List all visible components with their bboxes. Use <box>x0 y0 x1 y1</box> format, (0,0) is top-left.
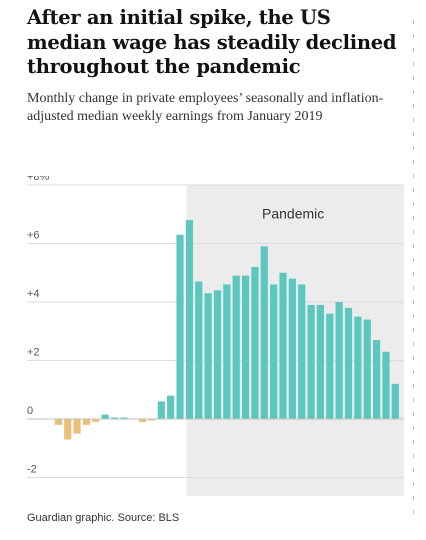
y-tick-label: -2 <box>27 464 37 476</box>
chart-subtitle: Monthly change in private employees’ sea… <box>27 91 384 124</box>
bar <box>270 284 278 419</box>
chart-plot: +8%+6+4+20-2Pandemic2019202020212022 <box>27 176 404 496</box>
bar <box>110 417 119 419</box>
bar <box>251 266 259 419</box>
bar <box>316 304 325 419</box>
bar <box>139 419 147 422</box>
pandemic-label: Pandemic <box>262 205 324 221</box>
bar <box>373 340 381 419</box>
decorative-dashed-line <box>413 20 414 520</box>
chart-source: Guardian graphic. Source: BLS <box>27 512 180 524</box>
bar <box>382 351 390 419</box>
y-tick-label: 0 <box>27 405 33 417</box>
bar <box>213 290 222 419</box>
bar <box>260 246 268 419</box>
y-tick-label: +8% <box>27 176 50 183</box>
bar <box>241 275 250 419</box>
y-tick-label: +4 <box>27 288 40 300</box>
bar <box>64 419 72 440</box>
y-tick-label: +2 <box>27 347 40 359</box>
bar <box>204 293 212 419</box>
chart-title: After an initial spike, the US median wa… <box>27 6 397 78</box>
bar <box>307 304 315 419</box>
bar <box>335 302 343 419</box>
bar <box>82 419 91 425</box>
bar <box>288 278 296 419</box>
bar <box>73 419 81 434</box>
bar <box>167 395 175 419</box>
bar <box>223 284 231 419</box>
bar <box>54 419 62 425</box>
bar <box>148 419 156 421</box>
bar <box>363 319 371 419</box>
bar <box>298 284 306 419</box>
bar <box>344 307 353 419</box>
bar <box>176 234 184 419</box>
bar <box>157 401 165 419</box>
bar <box>92 419 100 422</box>
bar <box>185 220 193 419</box>
bar <box>279 272 287 419</box>
bar <box>391 383 399 419</box>
bar <box>326 313 334 419</box>
y-tick-label: +6 <box>27 230 40 242</box>
bar <box>195 281 203 419</box>
bar <box>354 316 362 419</box>
bar <box>101 414 109 419</box>
bar <box>120 417 128 419</box>
bar <box>232 275 240 419</box>
